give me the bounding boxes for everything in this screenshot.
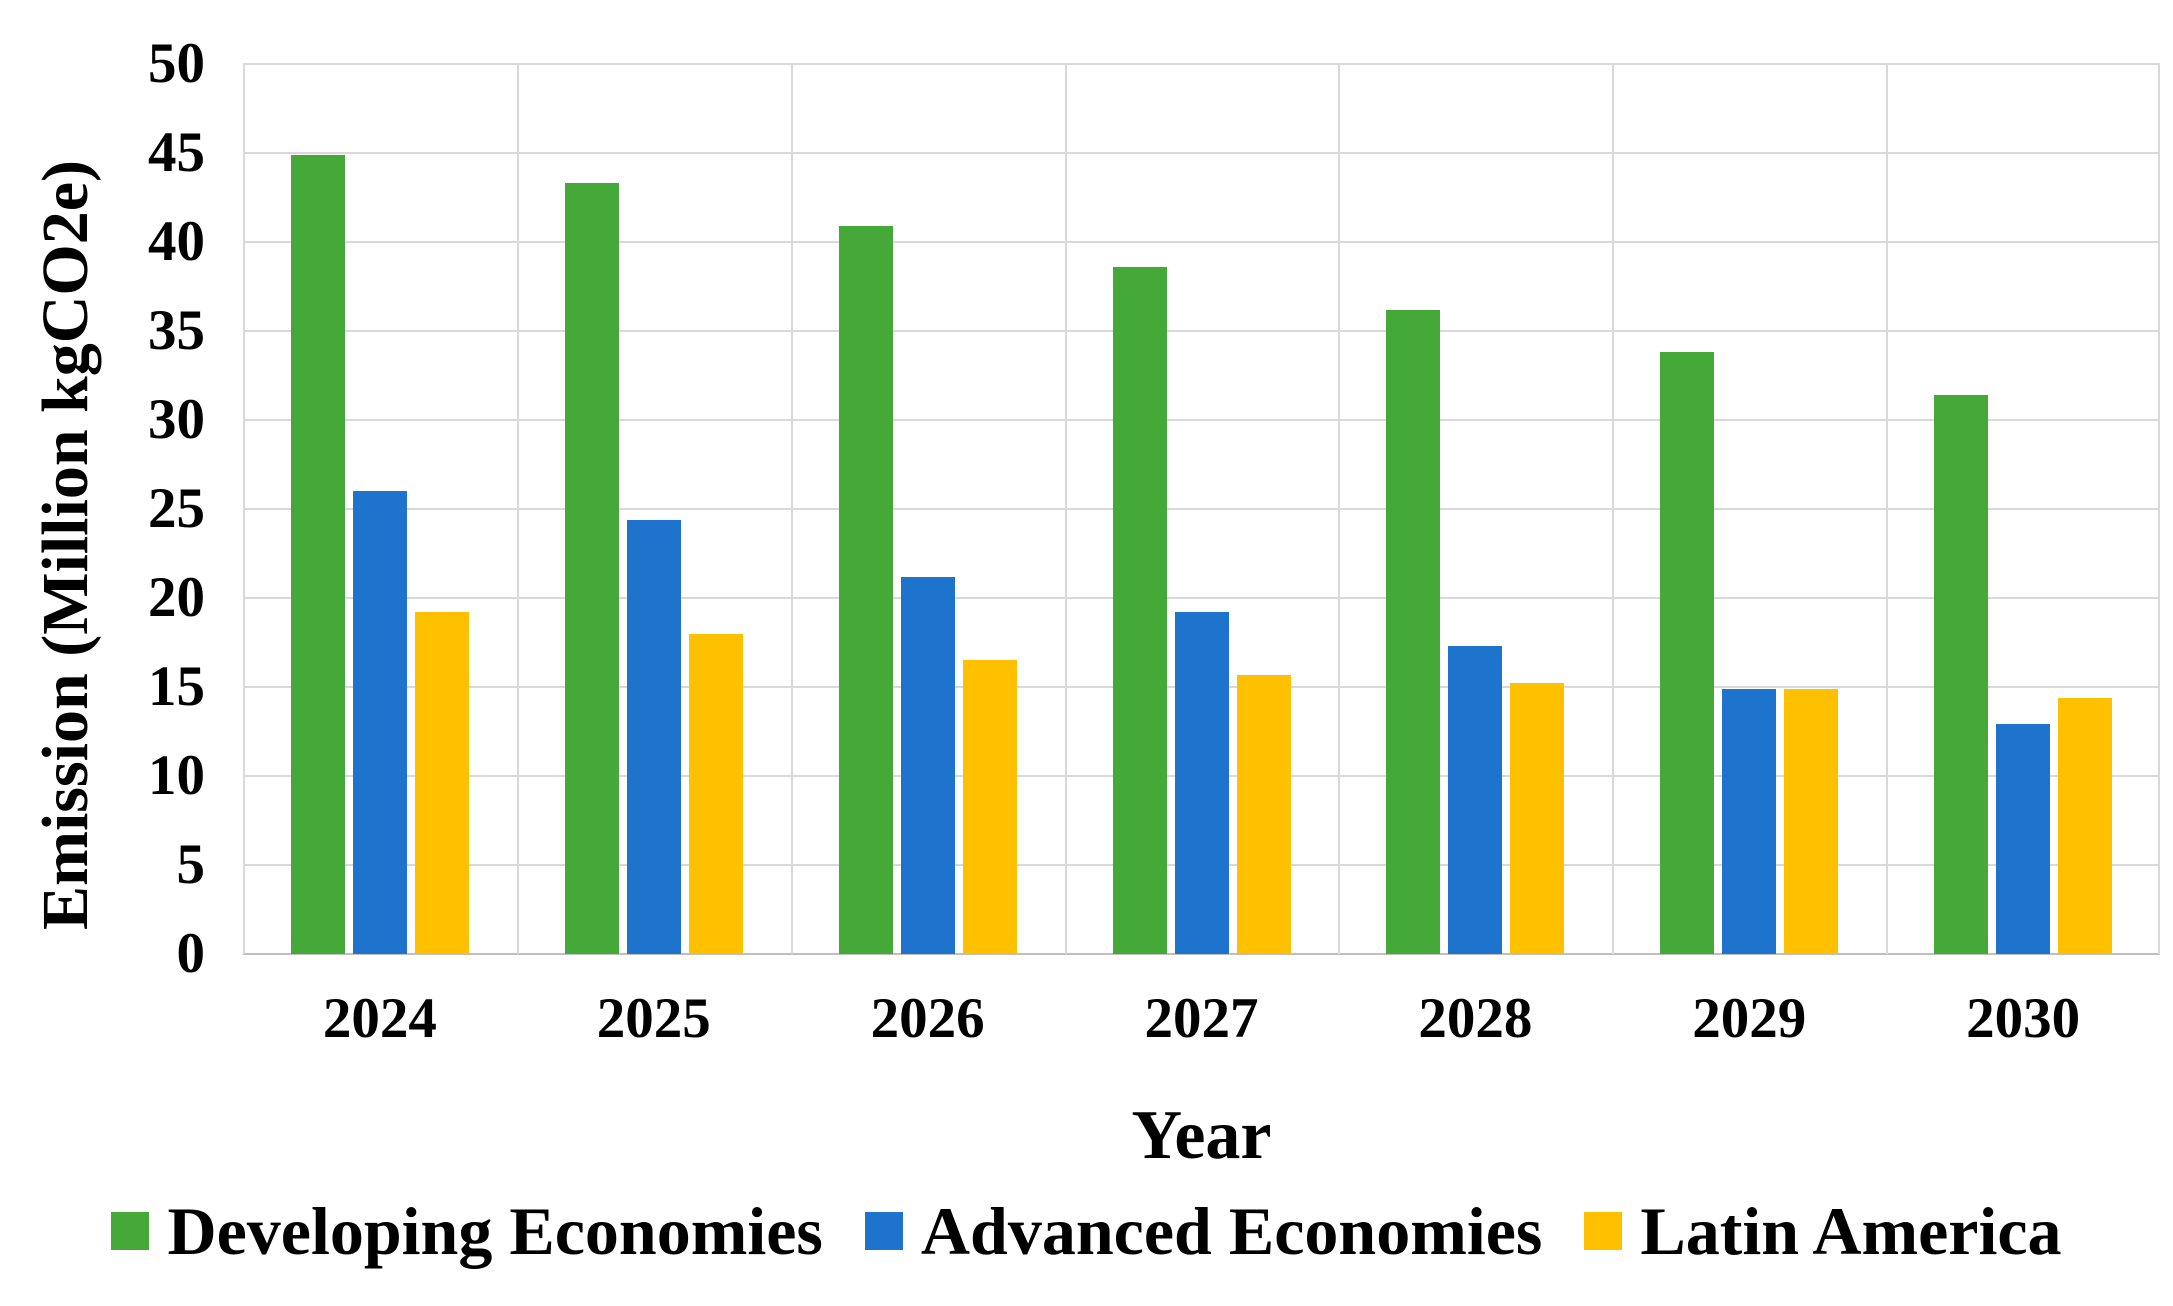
bar-developing-economies-2027 (1112, 266, 1167, 954)
bar-advanced-economies-2030 (1996, 724, 2051, 954)
vertical-gridline-5 (1612, 64, 1615, 954)
vertical-gridline-7 (2158, 64, 2160, 954)
legend-item-developing-economies: Developing Economies (111, 1191, 823, 1271)
x-tick-label-2030: 2030 (1966, 987, 2081, 1050)
horizontal-gridline-40 (243, 241, 2160, 243)
bar-advanced-economies-2026 (900, 576, 955, 954)
legend-swatch-latin-america (1584, 1212, 1623, 1250)
y-tick-label-50: 50 (148, 32, 205, 95)
y-tick-label-45: 45 (148, 121, 205, 184)
bar-latin-america-2026 (962, 660, 1017, 954)
x-axis-title: Year (1131, 1097, 1272, 1174)
y-tick-label-10: 10 (148, 744, 205, 807)
y-tick-label-35: 35 (148, 299, 205, 362)
legend-label-latin-america: Latin America (1640, 1193, 2062, 1269)
y-tick-label-15: 15 (148, 655, 205, 718)
x-tick-label-2026: 2026 (870, 987, 985, 1050)
bar-advanced-economies-2029 (1722, 688, 1777, 954)
bar-latin-america-2025 (688, 633, 743, 954)
chart-legend: Developing Economies Advanced Economies La… (0, 1186, 2173, 1276)
legend-swatch-advanced-economies (864, 1212, 903, 1250)
x-axis-line (243, 953, 2160, 955)
x-tick-label-2024: 2024 (322, 987, 437, 1050)
vertical-gridline-4 (1338, 64, 1341, 954)
x-tick-label-2029: 2029 (1692, 987, 1807, 1050)
bar-developing-economies-2024 (290, 154, 345, 954)
bar-developing-economies-2026 (838, 225, 893, 954)
y-tick-label-25: 25 (148, 477, 205, 540)
y-tick-label-30: 30 (148, 388, 205, 451)
legend-item-advanced-economies: Advanced Economies (864, 1191, 1543, 1271)
vertical-gridline-2 (790, 64, 793, 954)
x-tick-label-2028: 2028 (1418, 987, 1533, 1050)
y-tick-label-0: 0 (176, 922, 206, 985)
horizontal-gridline-20 (243, 597, 2160, 599)
y-tick-label-20: 20 (148, 566, 205, 629)
bar-advanced-economies-2024 (352, 491, 407, 954)
plot-area (243, 63, 2160, 955)
legend-label-developing-economies: Developing Economies (167, 1193, 823, 1269)
horizontal-gridline-30 (243, 419, 2160, 421)
bar-latin-america-2027 (1236, 674, 1291, 954)
bar-latin-america-2028 (1510, 683, 1565, 954)
x-tick-label-2027: 2027 (1144, 987, 1259, 1050)
horizontal-gridline-45 (243, 152, 2160, 154)
x-tick-label-2025: 2025 (596, 987, 711, 1050)
bar-developing-economies-2025 (564, 183, 619, 954)
bar-latin-america-2030 (2058, 697, 2113, 954)
vertical-gridline-1 (516, 64, 519, 954)
horizontal-gridline-50 (243, 63, 2160, 65)
bar-latin-america-2024 (414, 612, 469, 954)
bar-advanced-economies-2028 (1448, 646, 1503, 954)
vertical-gridline-0 (243, 64, 245, 954)
bar-advanced-economies-2025 (626, 519, 681, 954)
bar-developing-economies-2030 (1934, 395, 1989, 954)
bar-developing-economies-2029 (1660, 352, 1715, 954)
vertical-gridline-6 (1886, 64, 1889, 954)
bar-advanced-economies-2027 (1174, 612, 1229, 954)
y-tick-label-40: 40 (148, 210, 205, 273)
legend-label-advanced-economies: Advanced Economies (920, 1193, 1543, 1269)
vertical-gridline-3 (1064, 64, 1067, 954)
legend-item-latin-america: Latin America (1584, 1191, 2062, 1271)
y-tick-label-5: 5 (176, 833, 206, 896)
horizontal-gridline-25 (243, 508, 2160, 510)
horizontal-gridline-35 (243, 330, 2160, 332)
bar-latin-america-2029 (1784, 688, 1839, 954)
bar-developing-economies-2028 (1386, 309, 1441, 954)
legend-swatch-developing-economies (111, 1212, 150, 1250)
